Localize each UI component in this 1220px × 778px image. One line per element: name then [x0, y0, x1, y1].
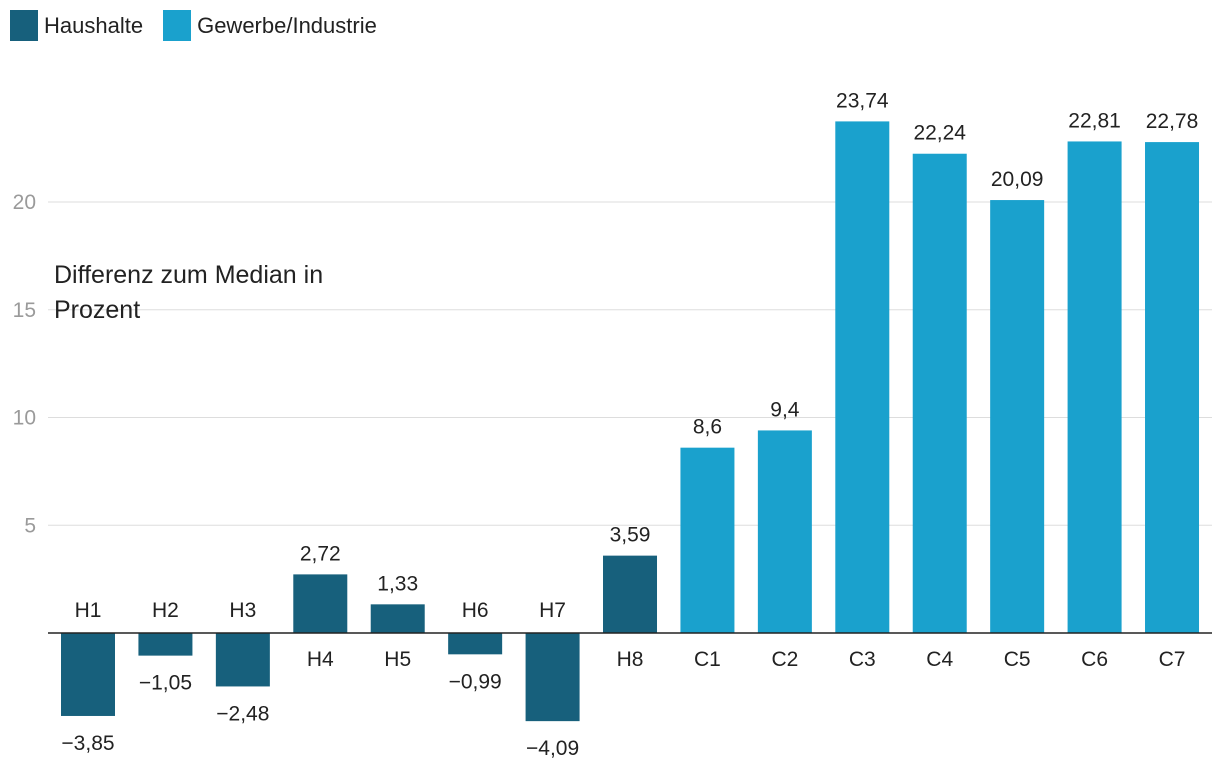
bar-C6[interactable] [1067, 141, 1122, 633]
y-axis-title-line-1: Differenz zum Median in [54, 261, 323, 289]
value-label-H7: −4,09 [526, 737, 579, 760]
category-label-H4: H4 [307, 648, 334, 671]
value-label-H3: −2,48 [216, 702, 269, 725]
category-label-H7: H7 [539, 599, 566, 622]
category-label-C6: C6 [1081, 648, 1108, 671]
bar-H1[interactable] [61, 633, 115, 716]
category-label-H5: H5 [384, 648, 411, 671]
bar-C5[interactable] [990, 200, 1045, 634]
value-label-C4: 22,24 [913, 122, 966, 145]
y-tick-label-15: 15 [13, 299, 36, 322]
category-label-C3: C3 [849, 648, 876, 671]
value-label-C6: 22,81 [1068, 109, 1121, 132]
category-label-H1: H1 [75, 599, 102, 622]
legend-swatch-haushalte [10, 10, 38, 41]
bar-C1[interactable] [680, 447, 735, 633]
legend: Haushalte Gewerbe/Industrie [10, 10, 377, 41]
value-label-C5: 20,09 [991, 168, 1044, 191]
category-label-C4: C4 [926, 648, 953, 671]
legend-item-haushalte[interactable]: Haushalte [10, 10, 143, 41]
value-label-C7: 22,78 [1146, 110, 1199, 133]
category-label-C1: C1 [694, 648, 721, 671]
bar-C3[interactable] [835, 121, 890, 633]
y-axis-title: Differenz zum Median in Prozent [54, 261, 330, 324]
legend-label-gewerbe: Gewerbe/Industrie [197, 12, 377, 38]
bar-H7[interactable] [525, 633, 580, 722]
bar-H3[interactable] [215, 633, 270, 687]
bar-H5[interactable] [370, 604, 425, 633]
category-label-H6: H6 [462, 599, 489, 622]
value-label-C3: 23,74 [836, 89, 889, 112]
bar-H4[interactable] [293, 574, 348, 633]
value-label-H6: −0,99 [449, 670, 502, 693]
bar-C7[interactable] [1145, 142, 1200, 633]
value-label-H8: 3,59 [610, 524, 651, 547]
legend-label-haushalte: Haushalte [44, 12, 144, 38]
labels: H1 −3,85 H2 −1,05 H3 −2,48 H4 2,72 H5 1,33 H6 −0,99… [48, 89, 1212, 760]
bar-H8[interactable] [603, 555, 658, 633]
value-label-C2: 9,4 [770, 398, 800, 421]
value-label-H2: −1,05 [139, 672, 192, 695]
value-label-H4: 2,72 [300, 542, 341, 565]
category-label-C7: C7 [1159, 648, 1186, 671]
y-tick-label-5: 5 [24, 514, 36, 537]
legend-swatch-gewerbe [163, 10, 192, 41]
bar-C2[interactable] [757, 430, 812, 633]
category-label-C2: C2 [771, 648, 798, 671]
legend-item-gewerbe[interactable]: Gewerbe/Industrie [163, 10, 377, 41]
value-label-H5: 1,33 [377, 572, 418, 595]
value-label-H1: −3,85 [61, 732, 114, 755]
y-tick-label-10: 10 [13, 407, 36, 430]
bar-H2[interactable] [138, 633, 193, 656]
category-label-H8: H8 [617, 648, 644, 671]
value-label-C1: 8,6 [693, 416, 722, 439]
category-label-H3: H3 [229, 599, 256, 622]
bars [61, 121, 1200, 722]
category-label-C5: C5 [1004, 648, 1031, 671]
bar-C4[interactable] [912, 153, 967, 633]
category-label-H2: H2 [152, 599, 179, 622]
y-axis-title-line-2: Prozent [54, 296, 140, 324]
y-tick-label-20: 20 [13, 191, 36, 214]
bar-H6[interactable] [448, 633, 503, 655]
